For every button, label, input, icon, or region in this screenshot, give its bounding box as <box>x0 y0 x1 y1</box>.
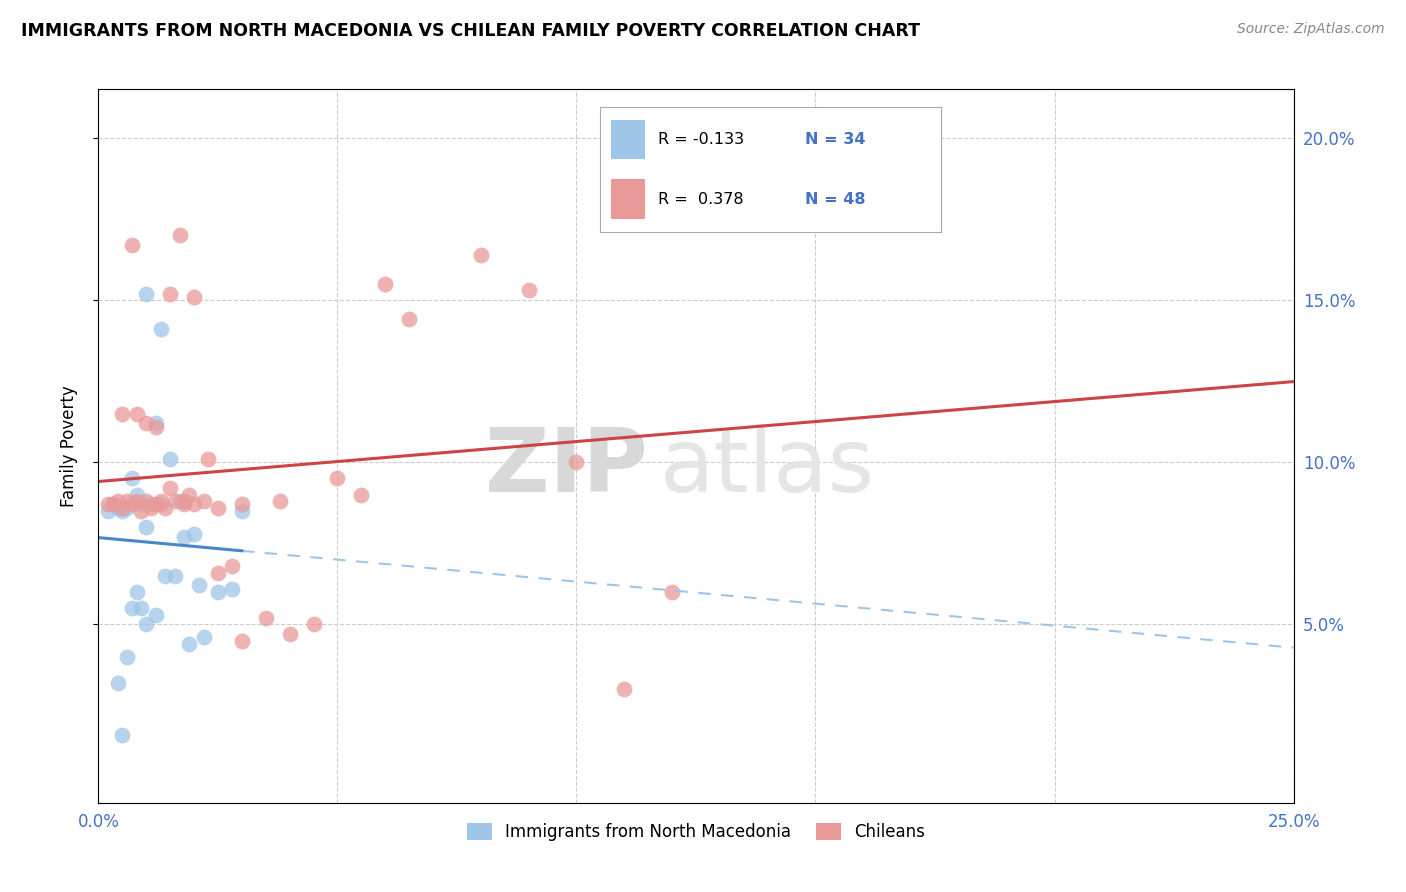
Point <box>221 559 243 574</box>
Point <box>115 494 138 508</box>
Point <box>107 494 129 508</box>
Point <box>155 568 177 582</box>
Point <box>159 452 181 467</box>
Point <box>470 247 492 261</box>
Point <box>179 637 201 651</box>
Point <box>111 500 134 515</box>
Point <box>125 494 148 508</box>
Point <box>115 649 138 664</box>
Point <box>121 471 143 485</box>
Legend: Immigrants from North Macedonia, Chileans: Immigrants from North Macedonia, Chilean… <box>460 816 932 848</box>
Point <box>350 488 373 502</box>
Point <box>149 497 172 511</box>
Point <box>163 494 186 508</box>
Point <box>278 627 301 641</box>
Text: atlas: atlas <box>661 424 876 511</box>
Point <box>159 481 181 495</box>
Point <box>135 417 157 431</box>
Point <box>613 682 636 697</box>
Point <box>145 419 167 434</box>
Point <box>163 568 186 582</box>
Point <box>169 228 191 243</box>
Point <box>115 500 138 515</box>
Point <box>149 494 172 508</box>
Point <box>207 585 229 599</box>
Point <box>107 500 129 515</box>
Point <box>125 585 148 599</box>
Point <box>183 526 205 541</box>
Point <box>121 601 143 615</box>
Point <box>193 494 215 508</box>
Point <box>145 607 167 622</box>
Point <box>159 286 181 301</box>
Point <box>101 497 124 511</box>
Point <box>207 500 229 515</box>
Text: IMMIGRANTS FROM NORTH MACEDONIA VS CHILEAN FAMILY POVERTY CORRELATION CHART: IMMIGRANTS FROM NORTH MACEDONIA VS CHILE… <box>21 22 920 40</box>
Point <box>183 497 205 511</box>
Text: Source: ZipAtlas.com: Source: ZipAtlas.com <box>1237 22 1385 37</box>
Point <box>131 504 153 518</box>
Point <box>183 290 205 304</box>
Point <box>173 497 195 511</box>
Point <box>374 277 396 291</box>
Point <box>221 582 243 596</box>
Point <box>121 497 143 511</box>
Point <box>111 504 134 518</box>
Point <box>125 407 148 421</box>
Point <box>111 407 134 421</box>
Point <box>145 417 167 431</box>
Point <box>269 494 291 508</box>
Point <box>302 617 325 632</box>
Point <box>107 675 129 690</box>
Point <box>661 585 683 599</box>
Point <box>207 566 229 580</box>
Point <box>231 497 253 511</box>
Point <box>135 617 157 632</box>
Point <box>139 500 162 515</box>
Point <box>565 455 588 469</box>
Point <box>135 494 157 508</box>
Point <box>101 497 124 511</box>
Point <box>139 497 162 511</box>
Point <box>135 286 157 301</box>
Point <box>398 312 420 326</box>
Point <box>173 530 195 544</box>
Y-axis label: Family Poverty: Family Poverty <box>59 385 77 507</box>
Point <box>149 322 172 336</box>
Point <box>173 494 195 508</box>
Point <box>231 633 253 648</box>
Point <box>125 488 148 502</box>
Point <box>97 504 120 518</box>
Point <box>197 452 219 467</box>
Point <box>131 497 153 511</box>
Point <box>169 494 191 508</box>
Point <box>135 520 157 534</box>
Point <box>254 611 277 625</box>
Point <box>187 578 209 592</box>
Point <box>179 488 201 502</box>
Text: ZIP: ZIP <box>485 424 648 511</box>
Point <box>709 211 731 226</box>
Point <box>97 497 120 511</box>
Point <box>121 238 143 252</box>
Point <box>155 500 177 515</box>
Point <box>145 497 167 511</box>
Point <box>517 283 540 297</box>
Point <box>231 504 253 518</box>
Point <box>111 728 134 742</box>
Point <box>326 471 349 485</box>
Point <box>193 631 215 645</box>
Point <box>131 601 153 615</box>
